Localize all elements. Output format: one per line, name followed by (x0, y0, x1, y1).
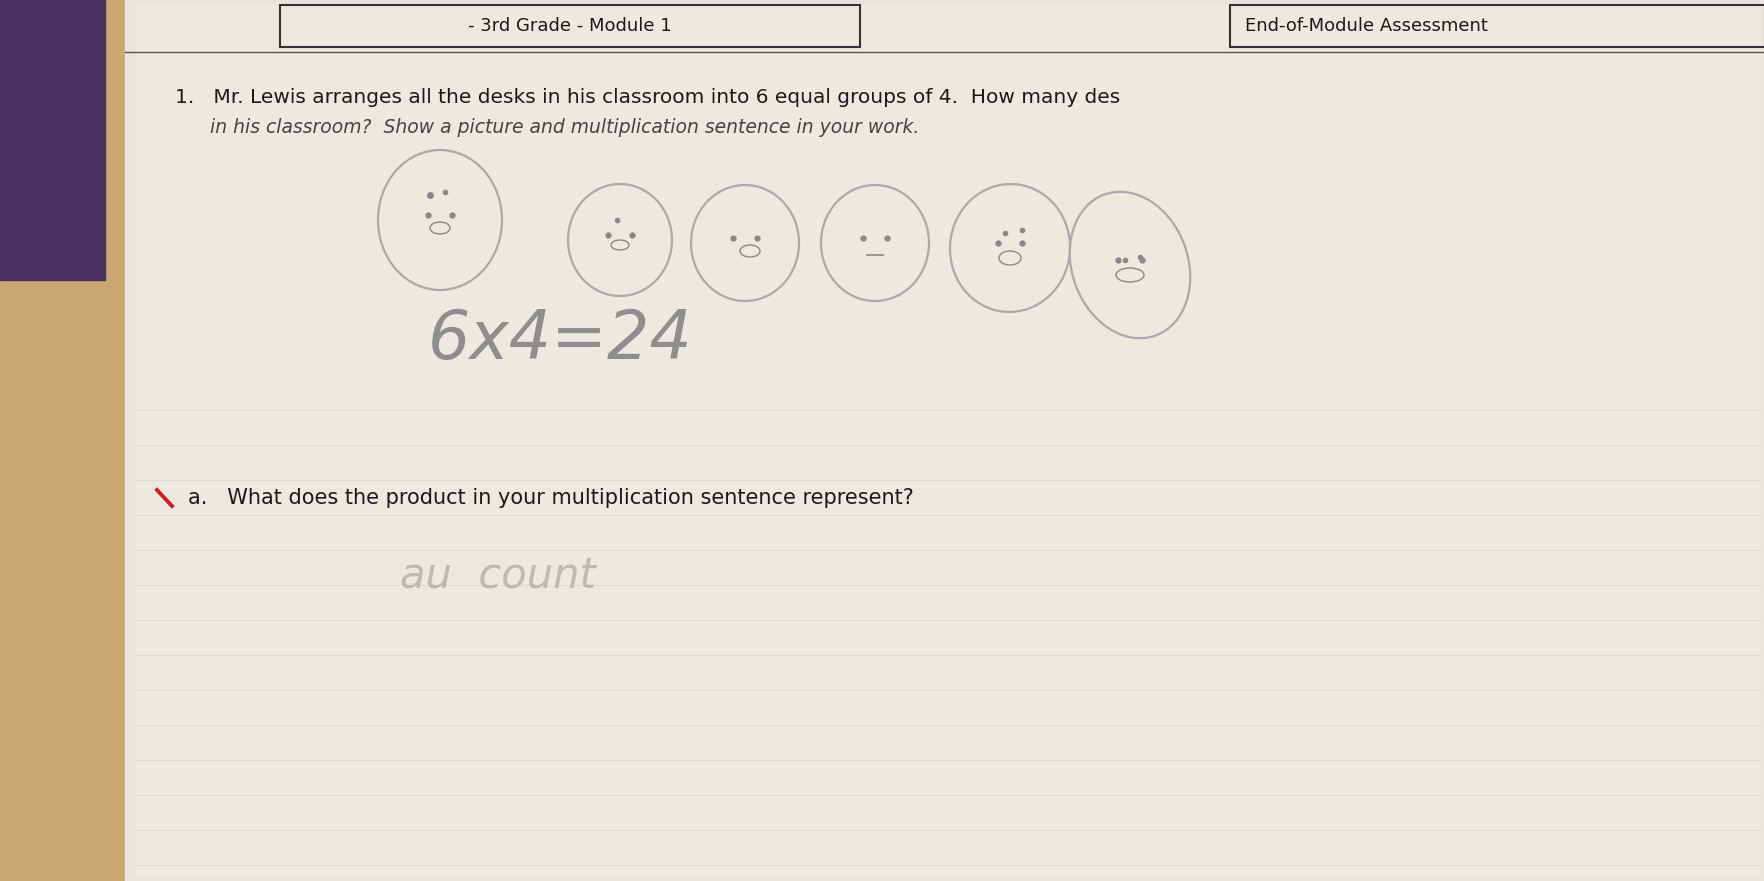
Bar (0, 0, 131, 881)
Text: 6x4=24: 6x4=24 (427, 307, 691, 373)
Bar (0, 0, 104, 280)
Text: in his classroom?  Show a picture and multiplication sentence in your work.: in his classroom? Show a picture and mul… (210, 118, 919, 137)
Text: au  count: au count (400, 554, 596, 596)
Bar (1230, 5, 1764, 47)
Text: 1.   Mr. Lewis arranges all the desks in his classroom into 6 equal groups of 4.: 1. Mr. Lewis arranges all the desks in h… (175, 88, 1120, 107)
Text: - 3rd Grade - Module 1: - 3rd Grade - Module 1 (467, 17, 672, 35)
Text: a.   What does the product in your multiplication sentence represent?: a. What does the product in your multipl… (189, 488, 914, 508)
Text: End-of-Module Assessment: End-of-Module Assessment (1244, 17, 1487, 35)
Bar (280, 5, 859, 47)
